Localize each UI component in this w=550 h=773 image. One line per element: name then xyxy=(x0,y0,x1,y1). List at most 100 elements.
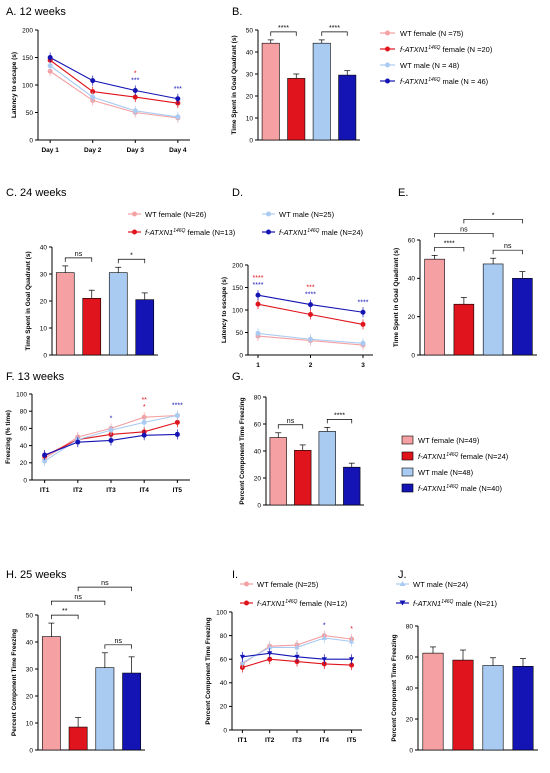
point-a-mutm-0 xyxy=(47,55,53,60)
legend-g-wt-female: WT female (N=49) xyxy=(418,436,480,445)
bar-g-wtm xyxy=(318,431,336,506)
point-a-mutm-2 xyxy=(132,88,138,93)
legend-g-wt-male: WT male (N=48) xyxy=(418,468,474,477)
x-tick-label-a-2: Day 3 xyxy=(127,147,145,154)
point-d-mutm-1 xyxy=(308,302,313,308)
bracket-b-1 xyxy=(321,31,348,36)
bracket-b-0 xyxy=(270,31,297,36)
point-f-mutm-2 xyxy=(108,437,114,443)
y-tick-label-e-2: 40 xyxy=(408,276,416,283)
y-tick-label-g-1: 20 xyxy=(254,475,262,482)
panel-title-e: E. xyxy=(398,187,408,199)
y-tick-label-e-3: 60 xyxy=(408,237,416,244)
significance-d-4: **** xyxy=(358,299,369,306)
point-d-mutm-0 xyxy=(255,292,261,298)
bar-b-wtm xyxy=(312,42,331,141)
significance-a-1: * xyxy=(134,71,137,78)
y-tick-label-j-4: 80 xyxy=(406,623,414,630)
y-tick-label-i-0: 0 xyxy=(223,727,227,734)
legend-i-mut-female: f-ATXN1146Q female (N=12) xyxy=(257,599,348,608)
y-tick-label-d-3: 150 xyxy=(232,285,243,292)
point-f-wtm-4 xyxy=(174,413,180,418)
bracket-label-c-0: ns xyxy=(75,251,83,258)
bracket-label-e-3: * xyxy=(492,212,495,219)
point-d-mutf-2 xyxy=(360,321,366,327)
bracket-label-g-1: **** xyxy=(334,412,345,419)
point-a-wtm-0 xyxy=(47,63,53,69)
point-a-mutm-1 xyxy=(90,78,96,84)
legend-i-wt-male: WT male (N=24) xyxy=(413,580,469,589)
point-d-wtm-2 xyxy=(360,340,366,346)
legend-b-wt-male: WT male (N = 48) xyxy=(400,61,460,70)
point-a-wtf-0 xyxy=(47,68,53,74)
y-tick-label-i-1: 20 xyxy=(220,704,228,711)
bar-j-wtf xyxy=(422,652,444,751)
panel-title-a: A. 12 weeks xyxy=(6,6,66,18)
bracket-h-2 xyxy=(51,600,106,606)
y-axis-label-c: Time Spent in Goal Quadrant (s) xyxy=(25,251,32,350)
significance-a-0: *** xyxy=(131,78,139,85)
significance-f-0: * xyxy=(110,415,113,422)
bracket-c-0 xyxy=(64,257,93,262)
point-i-mutm-0 xyxy=(239,654,245,660)
y-tick-label-a-4: 200 xyxy=(22,27,33,34)
panel-title-f: F. 13 weeks xyxy=(6,371,65,383)
x-tick-label-d-1: 2 xyxy=(309,362,313,369)
y-tick-label-h-0: 0 xyxy=(29,747,33,754)
y-tick-label-f-4: 80 xyxy=(20,409,28,416)
y-tick-label-b-4: 40 xyxy=(246,49,254,56)
point-f-wtm-3 xyxy=(141,419,147,425)
y-axis-label-g: Percent Component Time Freezing xyxy=(239,397,246,504)
x-tick-label-d-2: 3 xyxy=(361,362,365,369)
significance-d-1: **** xyxy=(253,275,264,282)
y-tick-label-c-1: 10 xyxy=(40,325,48,332)
significance-i-1: * xyxy=(350,626,353,633)
bracket-label-b-1: **** xyxy=(329,25,340,32)
significance-d-2: **** xyxy=(305,292,316,299)
significance-f-2: ** xyxy=(141,397,147,404)
point-f-mutm-1 xyxy=(75,439,81,445)
x-tick-label-f-2: IT3 xyxy=(106,487,116,494)
y-tick-label-h-1: 10 xyxy=(26,720,34,727)
point-a-mutf-1 xyxy=(90,89,96,95)
significance-d-0: **** xyxy=(253,282,264,289)
point-d-mutf-0 xyxy=(255,301,261,307)
significance-f-3: **** xyxy=(172,403,183,410)
y-tick-label-d-0: 0 xyxy=(239,352,243,359)
y-tick-label-c-0: 0 xyxy=(43,352,47,359)
panel-title-c: C. 24 weeks xyxy=(6,187,67,199)
point-a-mutm-3 xyxy=(175,96,181,102)
point-i-mutm-4 xyxy=(349,657,355,662)
y-tick-label-f-2: 40 xyxy=(20,443,28,450)
legend-b-wt-female: WT female (N =75) xyxy=(400,29,464,38)
bar-h-wtm xyxy=(95,667,115,751)
panel-title-j: J. xyxy=(398,569,407,581)
bar-e-wtf xyxy=(424,258,445,356)
bracket-label-e-0: **** xyxy=(444,240,455,247)
x-tick-label-d-0: 1 xyxy=(256,362,260,369)
x-tick-label-a-0: Day 1 xyxy=(41,147,59,154)
x-tick-label-i-0: IT1 xyxy=(238,737,248,744)
y-tick-label-f-3: 60 xyxy=(20,426,28,433)
bracket-e-0 xyxy=(434,246,465,252)
significance-f-1: * xyxy=(143,404,146,411)
point-f-wtf-3 xyxy=(141,414,147,420)
bracket-label-h-1: ns xyxy=(115,638,123,645)
y-tick-label-h-2: 20 xyxy=(26,693,34,700)
bar-c-mutm xyxy=(135,299,155,356)
legend-marker-wt-male xyxy=(385,62,390,68)
y-tick-label-c-4: 40 xyxy=(40,244,48,251)
significance-a-2: *** xyxy=(174,86,182,93)
y-tick-label-d-2: 100 xyxy=(232,307,243,314)
point-i-mutm-1 xyxy=(267,651,273,656)
legend-i-mut-male: f-ATXN1146Q male (N=21) xyxy=(413,599,497,608)
bracket-label-e-2: ns xyxy=(460,226,468,233)
series-line-a-mutf xyxy=(49,59,178,104)
y-axis-label-j: Percent Component Time Freezing xyxy=(391,634,398,741)
bracket-c-1 xyxy=(117,258,146,264)
point-i-mutm-2 xyxy=(294,654,300,660)
y-tick-label-e-0: 0 xyxy=(411,352,415,359)
y-tick-label-j-1: 20 xyxy=(406,716,414,723)
bracket-label-c-1: * xyxy=(130,252,133,259)
y-tick-label-h-4: 40 xyxy=(26,639,34,646)
